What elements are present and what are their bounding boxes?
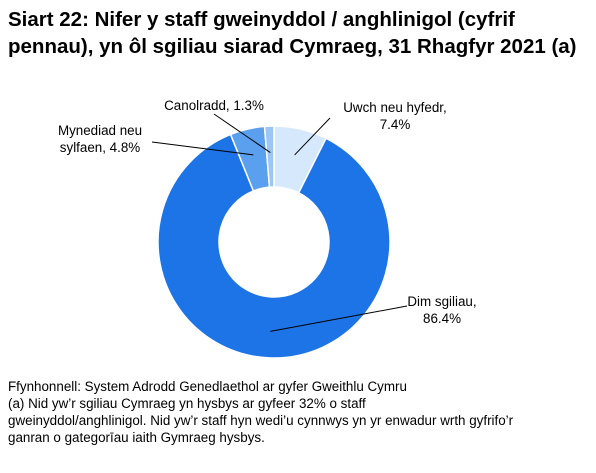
slice-dim-sgiliau bbox=[157, 133, 391, 359]
footnote-line: gweinyddol/anghlinigol. Nid yw’r staff h… bbox=[8, 413, 514, 428]
leader-line-canolradd bbox=[213, 113, 271, 153]
slice-canolradd bbox=[263, 125, 275, 188]
slice-label-mynediad-neu-sylfaen: Mynediad neu sylfaen, 4.8% bbox=[58, 123, 142, 155]
source-note: Ffynhonnell: System Adrodd Genedlaethol … bbox=[8, 379, 407, 394]
donut-chart: Uwch neu hyfedr, 7.4% Dim sgiliau, 86.4% Myn… bbox=[58, 98, 477, 359]
slice-label-dim-sgiliau: Dim sgiliau, 86.4% bbox=[407, 294, 476, 326]
label-leader-lines bbox=[151, 113, 408, 332]
chart-notes: Ffynhonnell: System Adrodd Genedlaethol … bbox=[8, 378, 593, 446]
slice-labels: Uwch neu hyfedr, 7.4% Dim sgiliau, 86.4% Myn… bbox=[58, 98, 477, 326]
slice-label-canolradd: Canolradd, 1.3% bbox=[164, 98, 264, 113]
footnote-line: ganran o gategorīau iaith Gymraeg hysbys… bbox=[8, 430, 265, 445]
chart-title: Siart 22: Nifer y staff gweinyddol / ang… bbox=[8, 8, 577, 58]
slice-label-uwch-neu-hyfedr: Uwch neu hyfedr, 7.4% bbox=[343, 100, 446, 132]
leader-line-uwch-neu-hyfedr bbox=[294, 117, 331, 156]
leader-line-mynediad-neu-sylfaen bbox=[151, 141, 254, 156]
leader-line-dim-sgiliau bbox=[270, 305, 408, 332]
donut-slices bbox=[157, 125, 391, 359]
footnote-line: (a) Nid yw’r sgiliau Cymraeg yn hysbys a… bbox=[8, 396, 366, 411]
